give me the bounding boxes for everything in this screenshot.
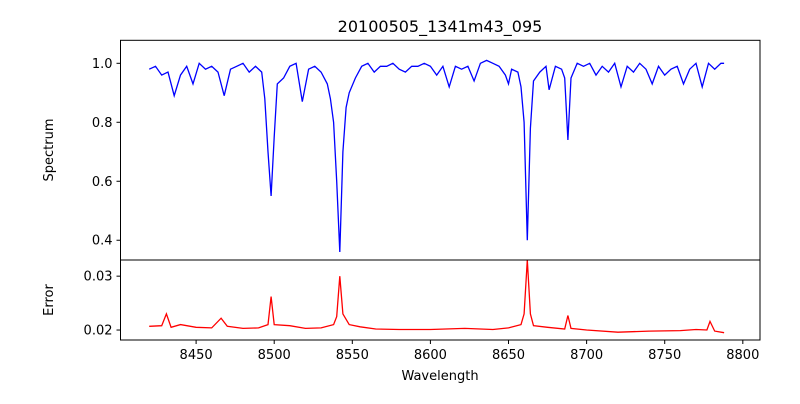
error-y-label: Error: [42, 284, 57, 316]
x-tick-label: 8650: [492, 348, 525, 363]
x-tick-label: 8600: [414, 348, 447, 363]
spectrum-axes: 0.4 0.6 0.8 1.0: [92, 39, 761, 261]
y-tick-label: 1.0: [92, 57, 113, 72]
x-tick-label: 8800: [726, 348, 759, 363]
x-tick-label: 8750: [648, 348, 681, 363]
x-tick-label: 8700: [570, 348, 603, 363]
error-axes: 0.02 0.03 8450 8500 8550 8600 8650 8700 8750 8800: [84, 259, 761, 363]
y-tick-label: 0.4: [92, 234, 113, 249]
spectrum-y-label: Spectrum: [42, 119, 57, 182]
chart-title: 20100505_1341m43_095: [338, 17, 543, 37]
x-tick-label: 8550: [336, 348, 369, 363]
axes-frame: [120, 259, 761, 341]
x-axis-label: Wavelength: [401, 369, 478, 384]
y-tick-label: 0.8: [92, 116, 113, 131]
y-tick-label: 0.6: [92, 175, 113, 190]
y-tick-label: 0.02: [84, 324, 113, 339]
error-line: [149, 259, 725, 334]
x-tick-label: 8500: [258, 348, 291, 363]
spectrum-line: [148, 59, 725, 253]
x-tick-label: 8450: [180, 348, 213, 363]
y-tick-label: 0.03: [84, 270, 113, 285]
